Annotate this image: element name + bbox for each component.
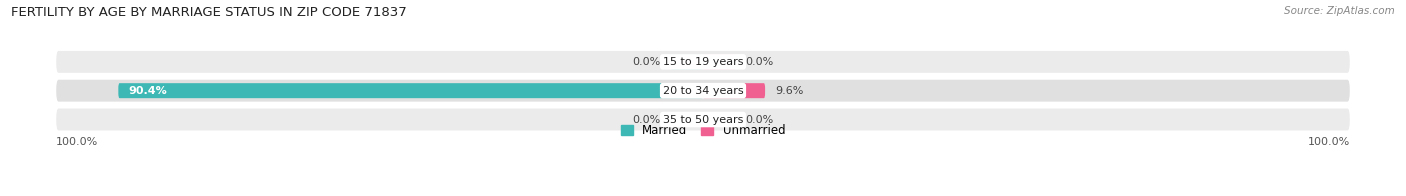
FancyBboxPatch shape xyxy=(703,83,765,98)
Text: 0.0%: 0.0% xyxy=(633,114,661,124)
Text: 20 to 34 years: 20 to 34 years xyxy=(662,86,744,96)
FancyBboxPatch shape xyxy=(703,54,735,69)
Text: 100.0%: 100.0% xyxy=(1308,137,1350,147)
Text: 90.4%: 90.4% xyxy=(128,86,167,96)
Text: FERTILITY BY AGE BY MARRIAGE STATUS IN ZIP CODE 71837: FERTILITY BY AGE BY MARRIAGE STATUS IN Z… xyxy=(11,6,406,19)
Text: 15 to 19 years: 15 to 19 years xyxy=(662,57,744,67)
FancyBboxPatch shape xyxy=(671,112,703,127)
Text: 9.6%: 9.6% xyxy=(775,86,803,96)
Text: 0.0%: 0.0% xyxy=(745,114,773,124)
Legend: Married, Unmarried: Married, Unmarried xyxy=(620,124,786,137)
Text: 0.0%: 0.0% xyxy=(745,57,773,67)
FancyBboxPatch shape xyxy=(56,80,1350,102)
FancyBboxPatch shape xyxy=(56,51,1350,73)
FancyBboxPatch shape xyxy=(56,109,1350,131)
FancyBboxPatch shape xyxy=(671,54,703,69)
FancyBboxPatch shape xyxy=(703,112,735,127)
Text: Source: ZipAtlas.com: Source: ZipAtlas.com xyxy=(1284,6,1395,16)
Text: 35 to 50 years: 35 to 50 years xyxy=(662,114,744,124)
FancyBboxPatch shape xyxy=(118,83,703,98)
Text: 0.0%: 0.0% xyxy=(633,57,661,67)
Text: 100.0%: 100.0% xyxy=(56,137,98,147)
